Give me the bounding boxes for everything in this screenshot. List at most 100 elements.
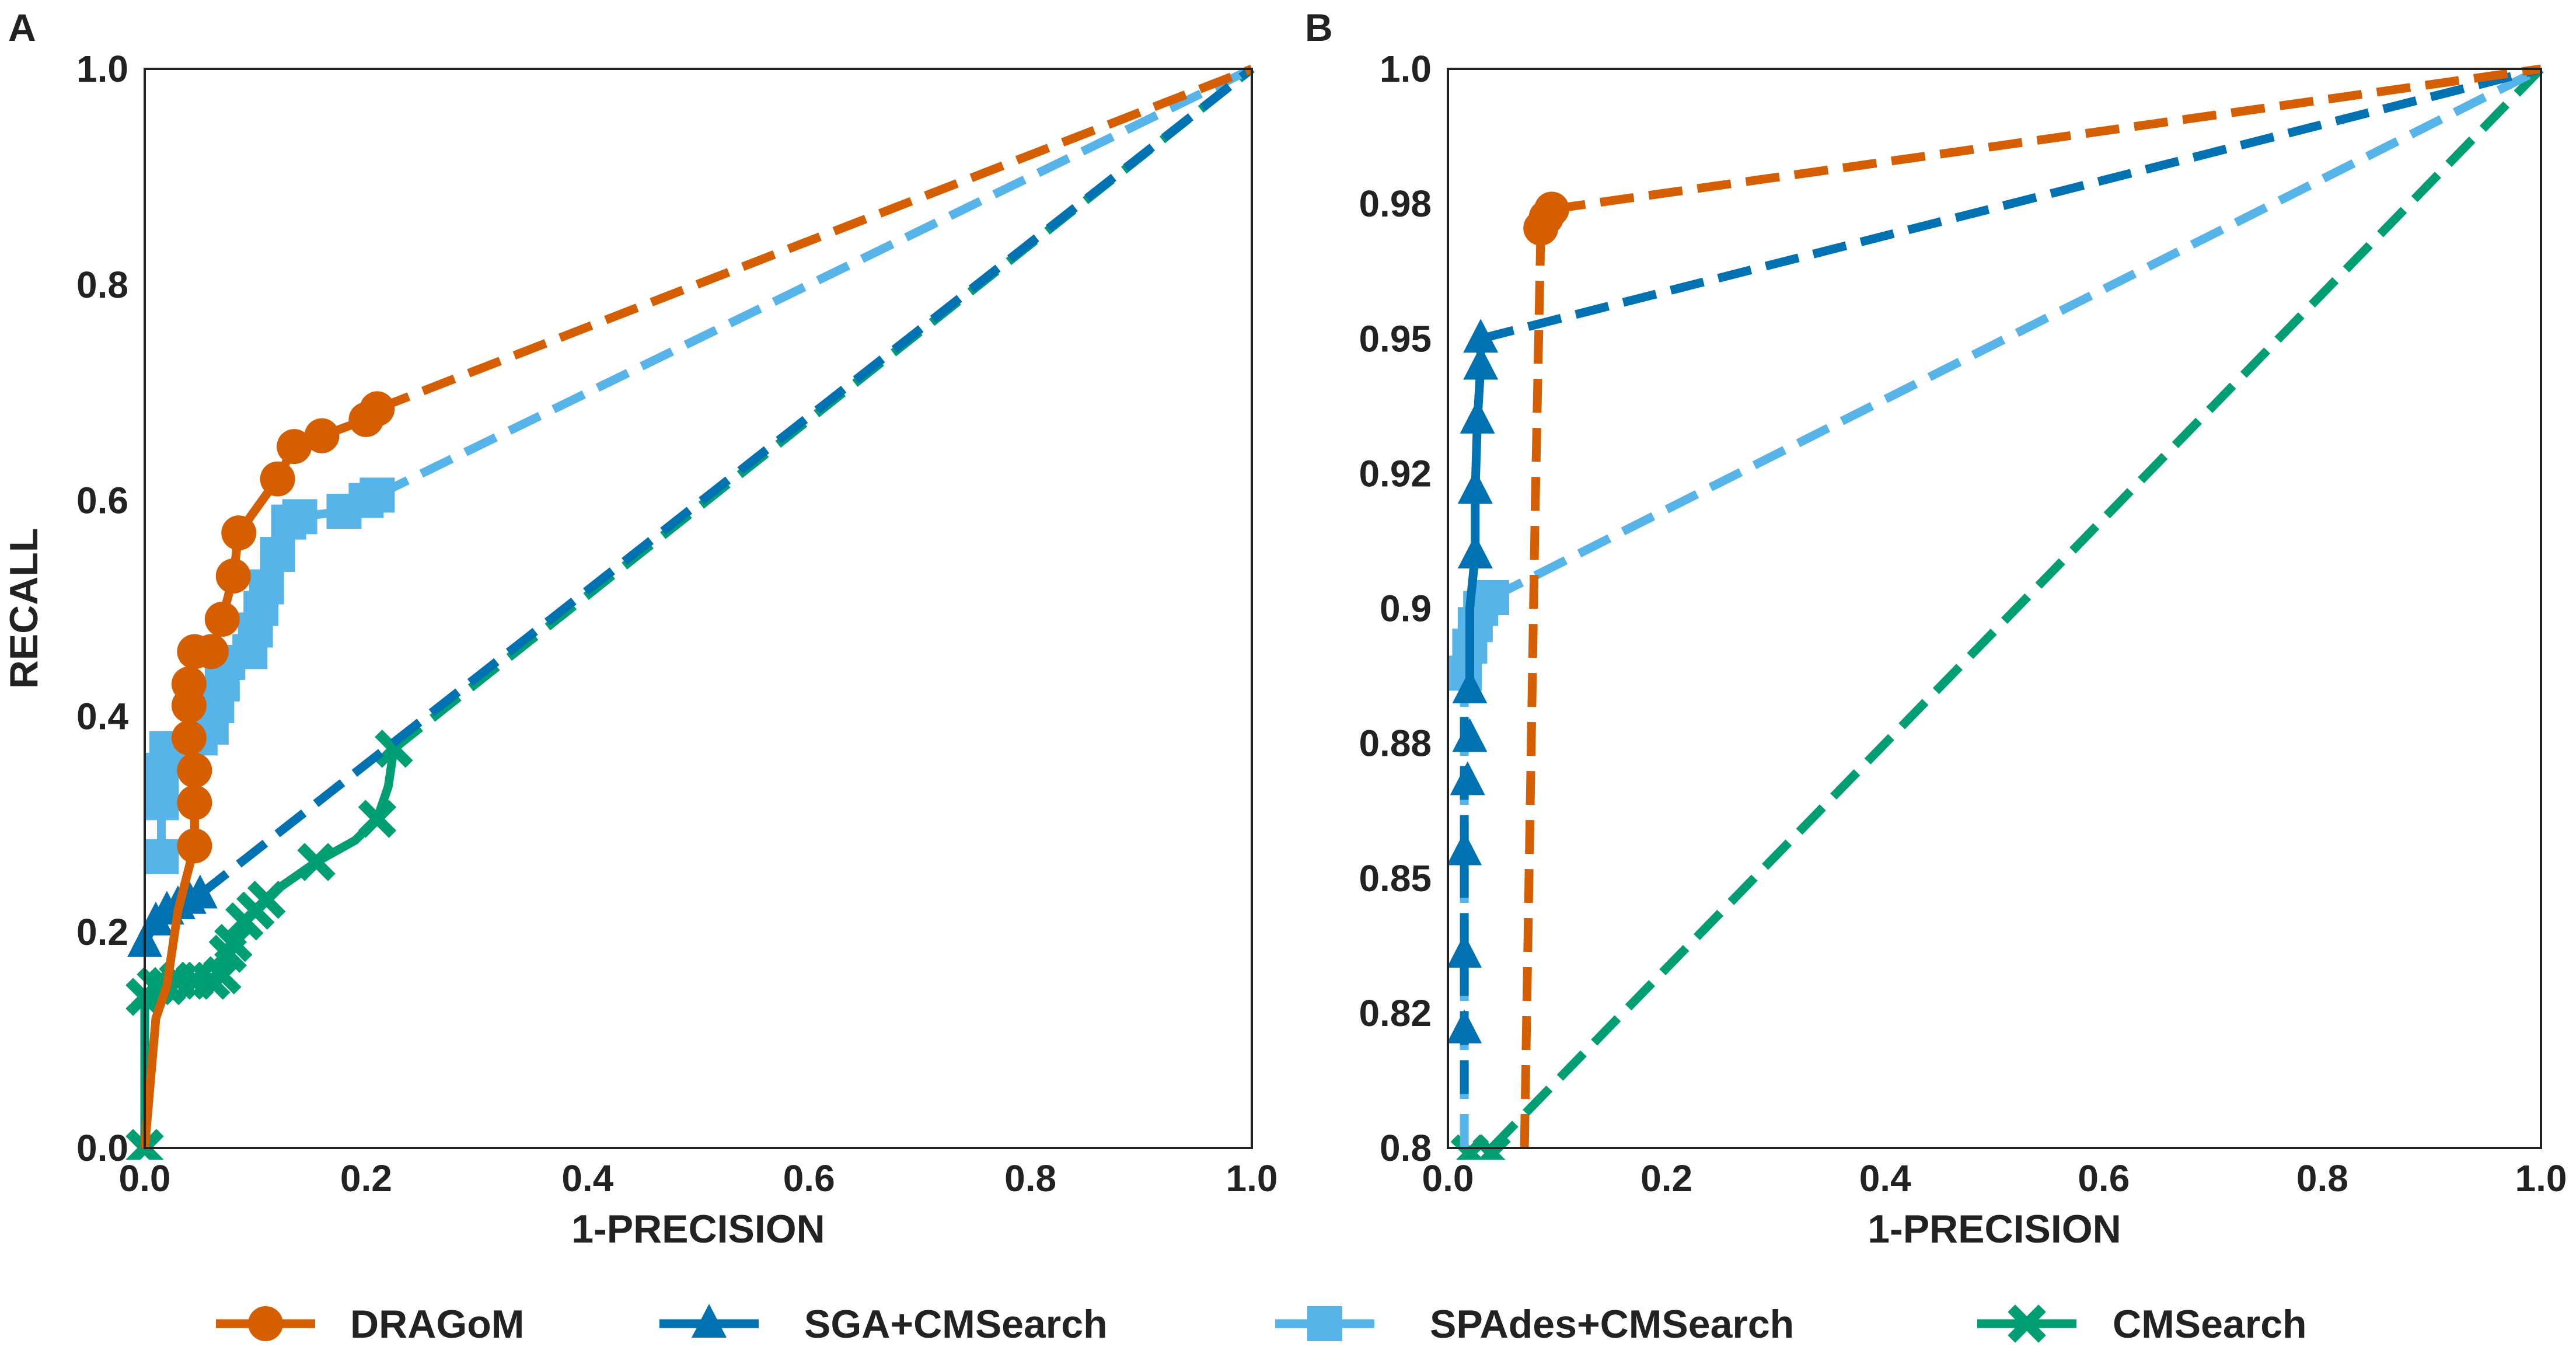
x-axis-label: 1-PRECISION	[571, 1207, 825, 1251]
y-tick-label: 0.6	[76, 480, 128, 522]
legend-label-cmsearch: CMSearch	[2113, 1302, 2307, 1346]
series-sga-dashed-line	[197, 65, 1255, 898]
x-tick-label: 0.4	[561, 1157, 613, 1199]
legend-item-dragom: DRAGoM	[216, 1302, 524, 1346]
series-cmsearch	[1450, 65, 2544, 1160]
data-point-dragom-12	[277, 429, 312, 465]
plot-area	[1447, 64, 2544, 1160]
panel-b: B 0.0 0.2 0.4 0.6 0.8 1.0 0.8 0.82 0.85 0.88 0.9 0.9…	[1305, 6, 2567, 1251]
data-point-dragom-1	[177, 785, 212, 821]
data-point-dragom-10	[221, 515, 257, 551]
legend-item-cmsearch: CMSearch	[1977, 1302, 2307, 1346]
plot-frame	[144, 68, 1253, 1149]
y-tick-label: 0.92	[1359, 452, 1432, 494]
y-tick-label: 0.8	[1380, 1127, 1432, 1169]
legend-marker-dragom	[248, 1306, 283, 1341]
x-tick-label: 0.6	[2078, 1157, 2130, 1199]
data-point-spades-13	[249, 569, 284, 605]
series-dragom-dashed-line	[1551, 64, 2542, 214]
data-point-sga-4	[1452, 718, 1488, 752]
data-point-dragom-5	[171, 666, 207, 702]
data-point-sga-0	[1447, 1009, 1482, 1044]
x-tick-label: 0.0	[1422, 1157, 1474, 1199]
y-tick-label: 1.0	[1380, 48, 1432, 90]
x-tick-label: 1.0	[2515, 1157, 2567, 1199]
data-point-sga-5	[1452, 669, 1488, 704]
data-point-spades-4	[1474, 580, 1509, 616]
series-cmsearch	[125, 65, 1255, 1160]
legend-item-spades: SPAdes+CMSearch	[1275, 1302, 1794, 1346]
data-point-cmsearch-14	[358, 800, 397, 838]
data-point-dragom-3	[171, 720, 207, 756]
data-point-dragom-2	[177, 752, 212, 788]
data-point-sga-6	[1457, 535, 1493, 569]
data-point-dragom-13	[304, 418, 340, 453]
series-dragom-dashed-line	[1520, 231, 1545, 1149]
legend-label-spades: SPAdes+CMSearch	[1430, 1302, 1794, 1346]
data-point-cmsearch-12	[247, 881, 286, 919]
data-point-spades-16	[282, 499, 317, 535]
series-dragom	[1520, 64, 2542, 1149]
panel-letter-a: A	[8, 6, 36, 49]
plot-area	[125, 65, 1255, 1160]
data-point-dragom-15	[359, 391, 395, 427]
data-point-spades-0	[144, 839, 179, 874]
y-tick-label: 0.82	[1359, 992, 1432, 1034]
plot-frame	[1447, 68, 2542, 1149]
series-dragom-dashed-line	[375, 65, 1254, 413]
data-point-sga-3	[1450, 761, 1485, 795]
legend: DRAGoM SGA+CMSearch SPAdes+CMSearch CMSearc…	[216, 1302, 2307, 1346]
legend-label-sga: SGA+CMSearch	[804, 1302, 1108, 1346]
series-spades-dashed-line	[375, 65, 1254, 500]
legend-marker-sga	[692, 1304, 727, 1338]
data-point-sga-9	[1463, 346, 1499, 380]
y-tick-label: 0.8	[76, 264, 128, 306]
legend-label-dragom: DRAGoM	[350, 1302, 524, 1346]
x-tick-label: 0.6	[783, 1157, 835, 1199]
panel-letter-b: B	[1305, 6, 1333, 49]
data-point-cmsearch-9	[214, 923, 253, 962]
data-point-sga-1	[1447, 934, 1482, 968]
y-tick-label: 0.88	[1359, 723, 1432, 765]
data-point-dragom-8	[204, 601, 240, 637]
data-point-dragom-7	[193, 634, 229, 669]
data-point-spades-14	[260, 537, 295, 573]
data-point-sga-7	[1457, 470, 1493, 504]
panel-a: A 0.0 0.2 0.4 0.6 0.8 1.0 0.0 0.2 0.4 0.6 0.8 1.0 1-P…	[2, 6, 1277, 1251]
data-point-dragom-9	[215, 559, 251, 594]
series-cmsearch-dashed-line	[1488, 65, 2544, 1151]
x-tick-label: 0.2	[340, 1157, 392, 1199]
data-point-spades-19	[359, 477, 395, 513]
data-point-dragom-11	[260, 461, 295, 497]
legend-item-sga: SGA+CMSearch	[659, 1302, 1108, 1346]
data-point-sga-10	[1463, 319, 1499, 353]
series-sga	[1447, 64, 2542, 1094]
x-tick-label: 0.0	[119, 1157, 171, 1199]
data-point-dragom-0	[177, 828, 212, 864]
data-point-sga-5	[182, 874, 218, 909]
series-sga-dashed-line	[1479, 64, 2542, 343]
x-tick-label: 0.2	[1640, 1157, 1692, 1199]
y-tick-label: 0.98	[1359, 183, 1432, 225]
series-dragom	[140, 65, 1254, 1149]
y-axis-label: RECALL	[2, 528, 46, 689]
data-point-sga-8	[1460, 399, 1495, 434]
x-tick-label: 0.4	[1859, 1157, 1911, 1199]
y-tick-label: 0.0	[76, 1127, 128, 1169]
data-point-sga-2	[1447, 831, 1482, 866]
legend-marker-cmsearch	[2008, 1304, 2046, 1343]
x-axis-label: 1-PRECISION	[1868, 1207, 2121, 1251]
data-point-cmsearch-1	[1472, 1134, 1511, 1160]
legend-marker-spades	[1307, 1306, 1342, 1341]
y-tick-label: 0.85	[1359, 857, 1432, 899]
x-tick-label: 0.8	[1004, 1157, 1056, 1199]
y-tick-label: 0.2	[76, 911, 128, 953]
data-point-dragom-2	[1534, 191, 1569, 227]
x-tick-label: 0.8	[2296, 1157, 2348, 1199]
y-tick-label: 0.95	[1359, 317, 1432, 360]
data-point-cmsearch-13	[297, 843, 336, 881]
x-tick-label: 1.0	[1226, 1157, 1278, 1199]
y-tick-label: 0.4	[76, 695, 128, 737]
data-point-spades-1	[144, 785, 179, 821]
